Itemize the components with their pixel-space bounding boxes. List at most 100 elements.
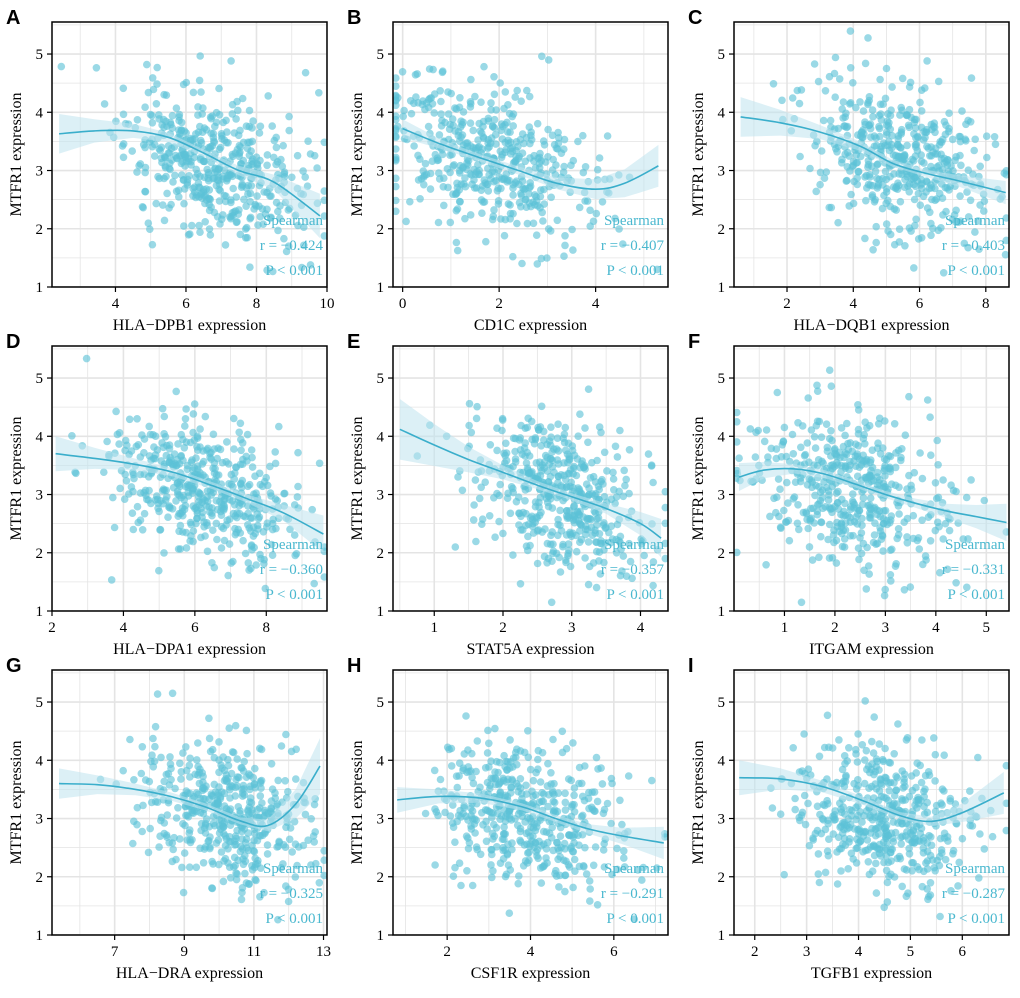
data-point bbox=[238, 476, 247, 485]
data-point bbox=[174, 440, 182, 448]
data-point bbox=[567, 161, 575, 170]
data-point bbox=[768, 804, 777, 812]
data-point bbox=[196, 469, 204, 477]
data-point bbox=[267, 797, 276, 805]
data-point bbox=[453, 205, 462, 213]
data-point bbox=[549, 155, 557, 164]
data-point bbox=[281, 843, 290, 851]
stat-method: Spearman bbox=[945, 537, 1005, 553]
data-point bbox=[822, 168, 831, 176]
data-point bbox=[267, 540, 276, 549]
data-point bbox=[236, 419, 245, 428]
data-point bbox=[586, 897, 594, 905]
data-point bbox=[609, 468, 617, 477]
data-point bbox=[172, 154, 181, 162]
data-point bbox=[188, 221, 196, 230]
data-point bbox=[790, 493, 799, 501]
data-point bbox=[543, 254, 551, 262]
data-point bbox=[463, 139, 472, 147]
data-point bbox=[214, 791, 222, 800]
data-point bbox=[160, 216, 169, 225]
data-point bbox=[555, 883, 563, 891]
data-point bbox=[250, 847, 259, 856]
data-point bbox=[195, 183, 203, 191]
data-point bbox=[898, 74, 907, 83]
data-point bbox=[196, 844, 204, 853]
data-point bbox=[881, 773, 889, 782]
y-tick-label: 2 bbox=[377, 870, 385, 886]
data-point bbox=[970, 146, 978, 155]
data-point bbox=[960, 239, 969, 248]
data-point bbox=[537, 402, 546, 411]
data-point bbox=[823, 775, 831, 783]
data-point bbox=[233, 218, 241, 226]
data-point bbox=[824, 819, 832, 828]
data-point bbox=[189, 410, 198, 418]
data-point bbox=[488, 215, 497, 224]
data-point bbox=[600, 863, 609, 871]
data-point bbox=[905, 188, 913, 196]
data-point bbox=[882, 175, 891, 184]
data-point bbox=[812, 187, 820, 196]
data-point bbox=[199, 859, 208, 867]
data-point bbox=[215, 738, 223, 746]
data-point bbox=[152, 199, 160, 208]
data-point bbox=[238, 888, 246, 897]
data-point bbox=[838, 155, 846, 164]
data-point bbox=[520, 185, 528, 194]
data-point bbox=[260, 888, 268, 897]
data-point bbox=[853, 504, 861, 512]
data-point bbox=[537, 186, 545, 194]
data-point bbox=[855, 555, 863, 564]
data-point bbox=[400, 106, 408, 115]
data-point bbox=[172, 187, 181, 196]
data-point bbox=[419, 167, 428, 175]
y-tick-label: 4 bbox=[36, 105, 44, 121]
data-point bbox=[574, 831, 582, 840]
data-point bbox=[249, 160, 257, 168]
data-point bbox=[608, 779, 616, 788]
stat-r: r = −0.291 bbox=[601, 886, 664, 902]
data-point bbox=[591, 526, 599, 534]
data-point bbox=[746, 425, 755, 433]
data-point bbox=[205, 836, 213, 845]
data-point bbox=[112, 407, 120, 416]
data-point bbox=[156, 526, 164, 534]
data-point bbox=[224, 571, 232, 580]
data-point bbox=[938, 785, 947, 793]
data-point bbox=[849, 199, 858, 208]
data-point bbox=[523, 86, 531, 95]
x-axis-label: CSF1R expression bbox=[471, 965, 591, 982]
data-point bbox=[222, 116, 230, 125]
data-point bbox=[274, 776, 283, 785]
data-point bbox=[517, 97, 525, 105]
data-point bbox=[945, 526, 954, 535]
data-point bbox=[773, 493, 781, 502]
data-point bbox=[975, 874, 983, 882]
data-point bbox=[583, 197, 592, 205]
data-point bbox=[860, 566, 868, 575]
data-point bbox=[825, 743, 833, 752]
data-point bbox=[217, 544, 226, 552]
data-point bbox=[443, 165, 452, 173]
data-point bbox=[515, 436, 524, 444]
data-point bbox=[287, 747, 296, 756]
data-point bbox=[882, 516, 891, 525]
data-point bbox=[116, 484, 124, 493]
data-point bbox=[620, 466, 628, 475]
data-point bbox=[126, 735, 134, 744]
data-point bbox=[638, 876, 646, 884]
x-tick-label: 3 bbox=[568, 620, 576, 636]
data-point bbox=[206, 231, 215, 239]
data-point bbox=[503, 766, 511, 774]
data-point bbox=[817, 829, 826, 838]
data-point bbox=[496, 79, 505, 87]
data-point bbox=[926, 879, 935, 887]
data-point bbox=[806, 164, 814, 173]
data-point bbox=[616, 571, 625, 580]
data-point bbox=[620, 847, 628, 855]
data-point bbox=[964, 166, 973, 174]
plot-border bbox=[51, 345, 328, 612]
data-point bbox=[212, 496, 221, 505]
x-tick-label: 7 bbox=[111, 944, 119, 960]
